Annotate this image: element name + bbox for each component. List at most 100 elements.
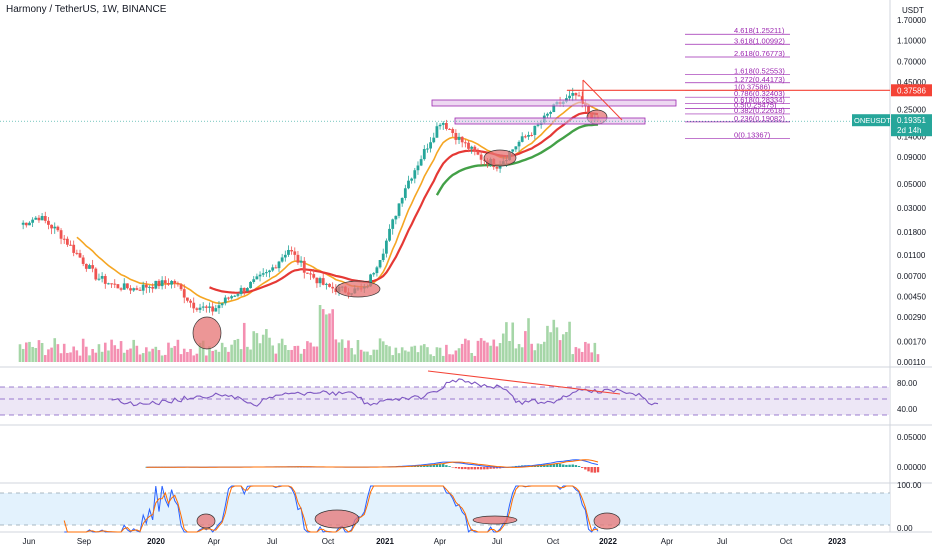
candle-body [122, 283, 126, 290]
volume-bar [571, 354, 575, 362]
stoch-highlight-ellipse [314, 509, 360, 529]
macd-hist-bar [464, 467, 467, 470]
macd-hist-bar [438, 464, 442, 467]
volume-bar [59, 353, 63, 362]
volume-bar [265, 329, 268, 362]
candle-body [97, 278, 101, 280]
volume-bar [239, 349, 243, 362]
volume-bar [520, 347, 524, 362]
candle-body [318, 278, 322, 284]
volume-bar [107, 350, 110, 362]
volume-bar [416, 352, 420, 362]
volume-bar [163, 354, 167, 362]
volume-bar [170, 347, 173, 362]
volume-bar [378, 338, 382, 362]
candle-body [182, 289, 186, 298]
symbol-tag [852, 114, 890, 127]
macd-axis-label: 0.05000 [897, 433, 926, 442]
candle-body [277, 261, 281, 269]
time-axis-label: Apr [661, 537, 674, 546]
rsi-band [0, 387, 890, 415]
volume-bar [40, 343, 44, 362]
volume-bar [138, 354, 142, 362]
volume-bars [18, 305, 600, 362]
volume-bar [135, 345, 139, 362]
volume-bar [97, 344, 101, 362]
time-axis-label: 2023 [828, 537, 846, 546]
candle-body [192, 302, 196, 309]
candle-body [94, 268, 98, 280]
macd-hist-bar [448, 466, 451, 467]
price-axis-label: 0.70000 [897, 57, 926, 66]
fib-label: 0.5(0.25475) [734, 100, 777, 109]
ema-mid-line [209, 111, 599, 294]
volume-bar [252, 331, 256, 362]
candle-body [271, 267, 275, 271]
signal-line [146, 459, 599, 468]
volume-bar [271, 345, 274, 362]
volume-bar [299, 353, 303, 362]
macd-hist-bar [476, 467, 480, 470]
price-axis-label: 0.01800 [897, 228, 926, 237]
stoch-band [0, 493, 890, 525]
volume-bar [388, 346, 391, 362]
candle-body [37, 217, 41, 221]
candle-body [384, 240, 388, 254]
macd-hist-bar [486, 467, 489, 470]
candle-body [381, 253, 385, 261]
volume-bar [460, 343, 464, 362]
candle-body [410, 178, 414, 181]
macd-hist-bar [546, 464, 549, 467]
current-price-tag [891, 114, 932, 137]
candle-body [552, 104, 556, 113]
candle-body [56, 226, 60, 231]
macd-hist-bar [584, 467, 587, 470]
volume-bar [413, 345, 417, 362]
volume-bar [208, 346, 211, 362]
candle-body [246, 288, 249, 292]
volume-bar [201, 340, 205, 362]
candle-body [470, 146, 474, 149]
volume-bar [533, 350, 537, 362]
macd-hist-bar [423, 465, 426, 467]
macd-hist-bar [581, 467, 584, 468]
candle-body [154, 280, 158, 289]
volume-bar [511, 322, 515, 362]
candle-body [432, 137, 436, 143]
candle-body [429, 142, 433, 149]
volume-bar [141, 353, 145, 362]
volume-bar [568, 321, 571, 362]
volume-bar [505, 322, 508, 362]
volume-bar [280, 338, 284, 362]
volume-bar [66, 352, 69, 362]
macd-hist-bar [454, 467, 458, 469]
candle-body [230, 296, 234, 299]
candle-body [514, 146, 518, 150]
volume-bar [454, 350, 458, 362]
volume-bar [359, 349, 363, 362]
volume-bar [549, 332, 552, 362]
price-axis-label: 0.01100 [897, 251, 926, 260]
volume-bar [574, 347, 578, 362]
candle-body [293, 251, 297, 255]
candle-body [113, 283, 117, 285]
candle-body [476, 151, 480, 155]
fib-label: 0.382(0.22618) [734, 106, 785, 115]
candle-body [132, 288, 136, 291]
candle-body [331, 286, 335, 289]
volume-bar [394, 347, 398, 362]
volume-bar [312, 346, 316, 362]
resistance-triangle [566, 79, 623, 121]
candle-body [530, 134, 534, 136]
volume-bar [167, 342, 170, 362]
candle-body [419, 159, 423, 166]
volume-bar [195, 353, 199, 362]
candle-body [211, 306, 215, 312]
volume-bar [432, 355, 436, 362]
volume-bar [290, 349, 293, 362]
volume-bar [536, 343, 540, 362]
candle-body [369, 274, 372, 287]
candle-body [517, 141, 521, 147]
volume-bar [596, 354, 600, 362]
